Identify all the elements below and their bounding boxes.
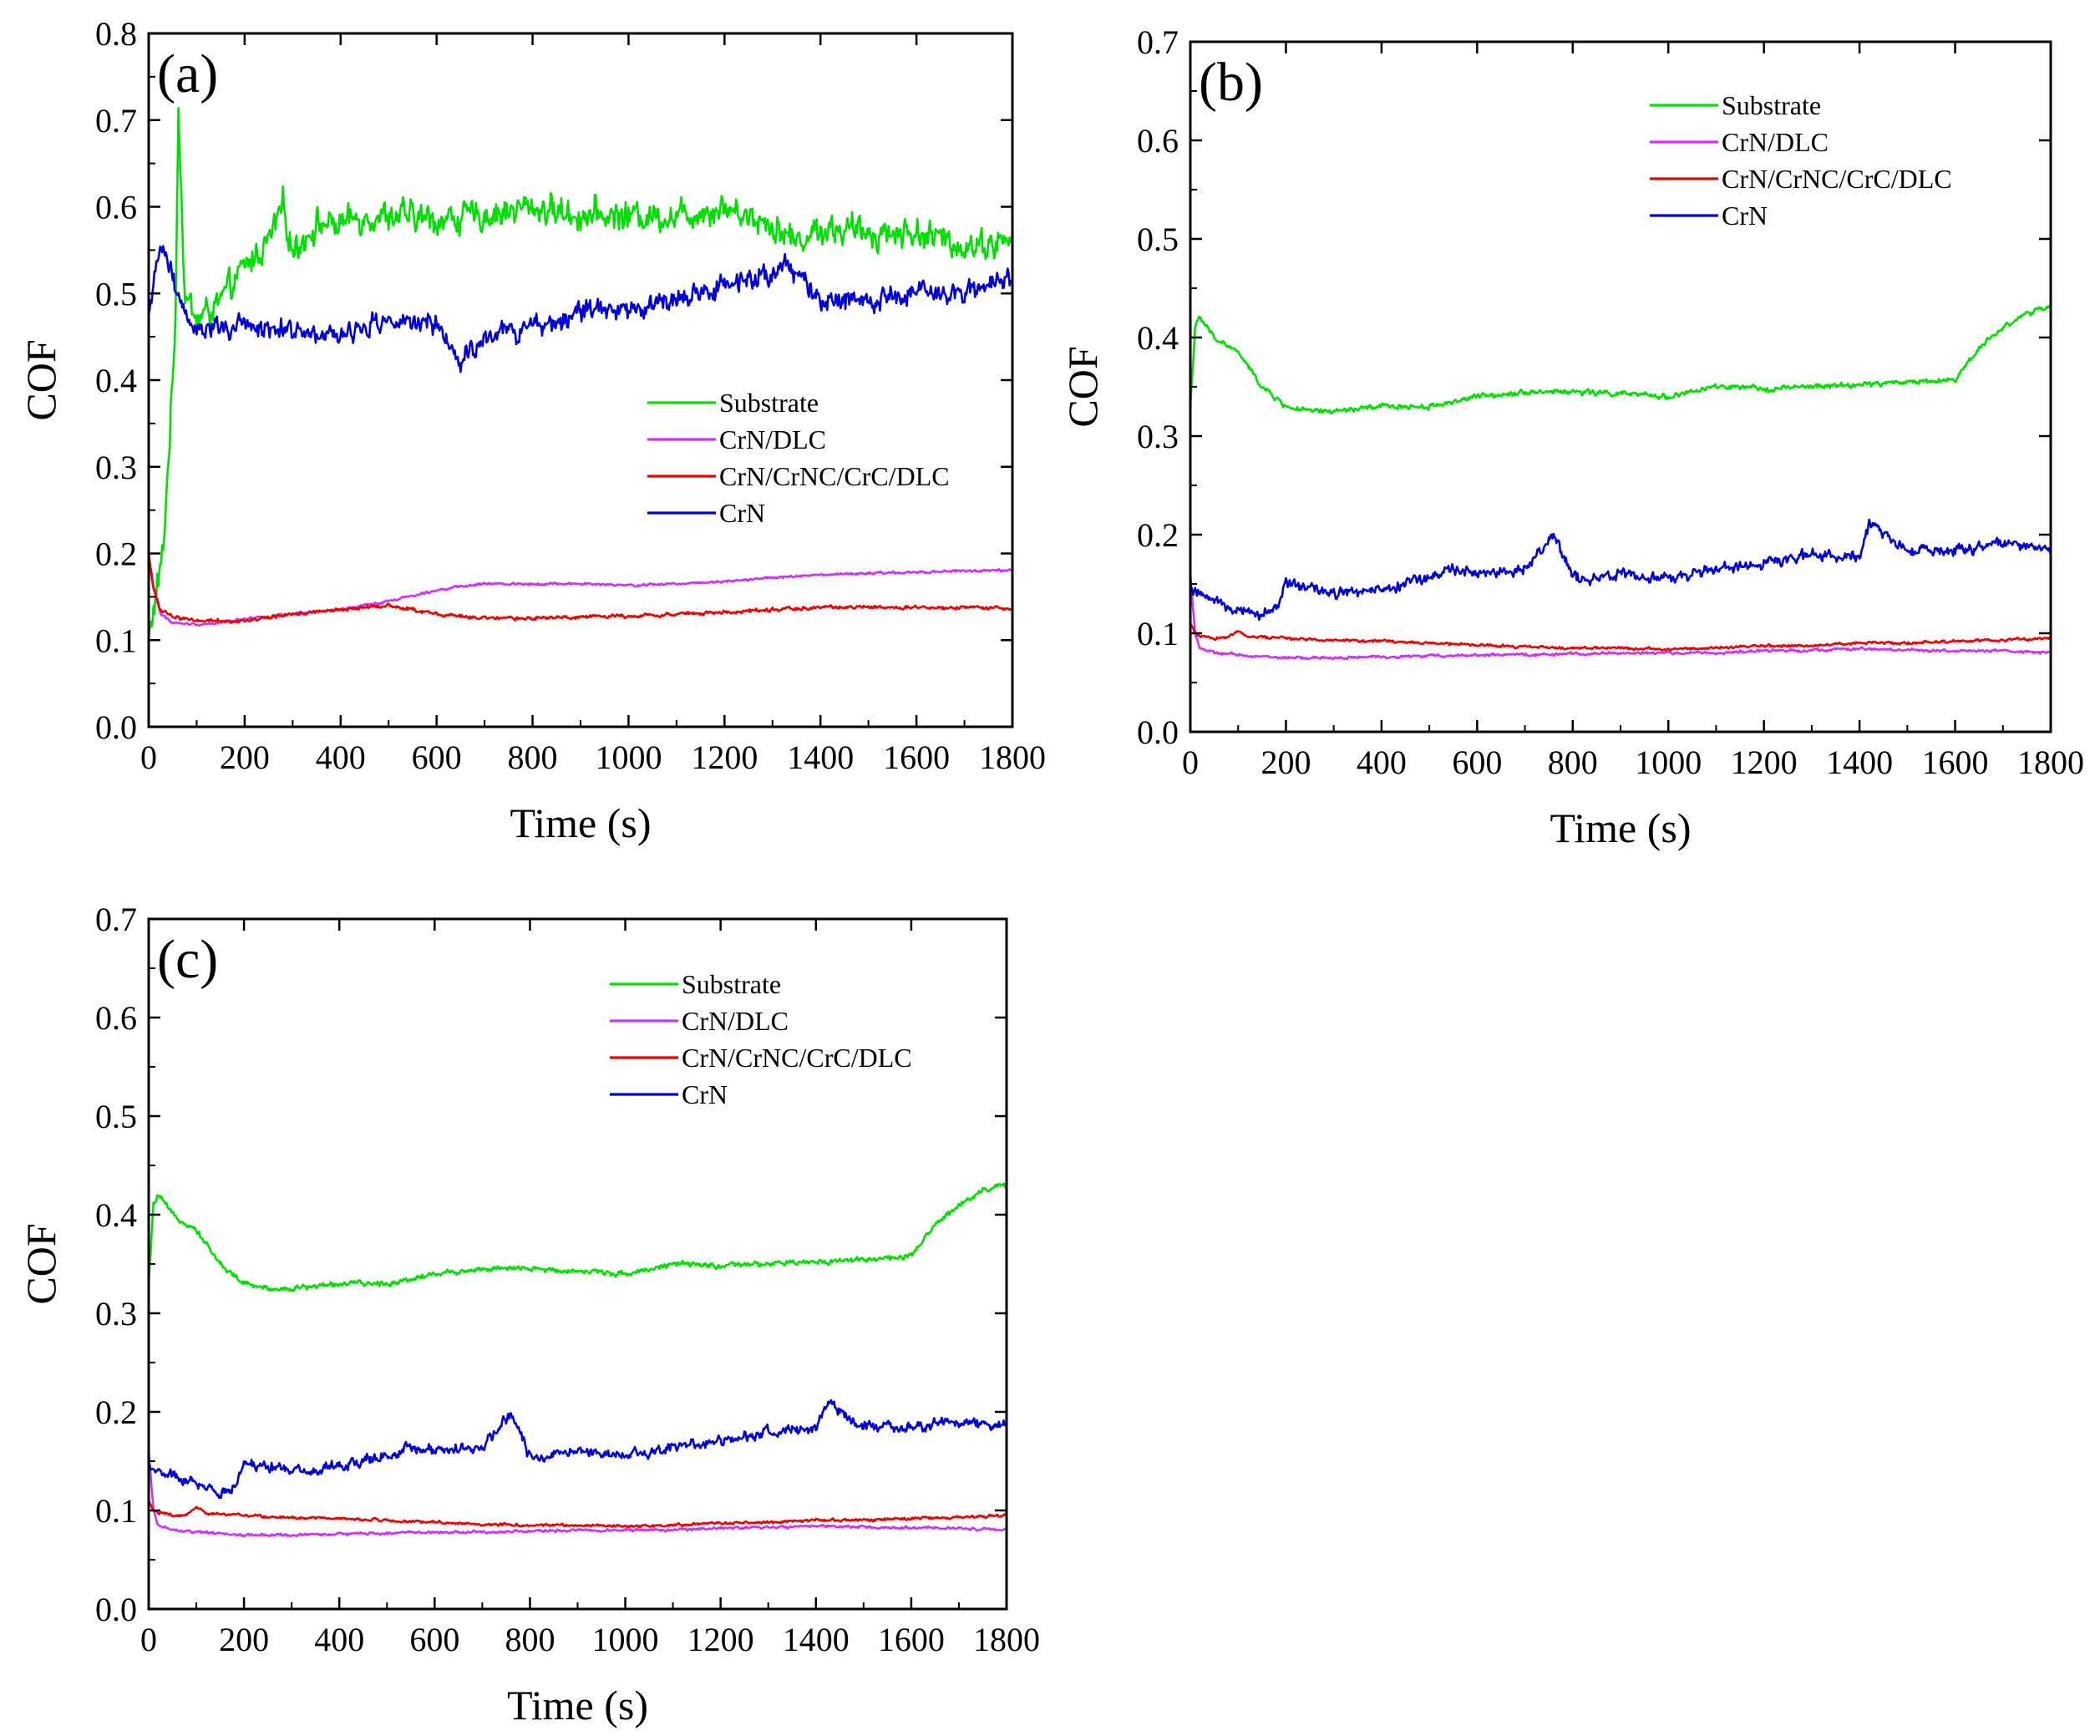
x-tick-label: 1600 <box>1922 744 1989 781</box>
y-tick-label: 0.1 <box>95 622 137 659</box>
legend-label: Substrate <box>682 969 781 999</box>
x-tick-label: 1200 <box>687 1621 754 1658</box>
series-line-substrate <box>149 107 1012 640</box>
x-tick-label: 200 <box>219 1621 269 1658</box>
x-tick-label: 400 <box>314 1621 364 1658</box>
x-tick-label: 1800 <box>979 739 1046 776</box>
series-line-crn <box>149 245 1012 373</box>
y-tick-label: 0.0 <box>1137 713 1179 751</box>
series-line-crn-crnc-crc-dlc <box>1190 622 2051 652</box>
y-tick-label: 0.4 <box>95 1196 137 1234</box>
legend: Substrate CrN/DLC CrN/CrNC/CrC/DLC CrN <box>647 388 950 528</box>
series-line-crn-crnc-crc-dlc <box>149 1500 1007 1529</box>
x-axis-title: Time (s) <box>510 799 651 846</box>
x-tick-label: 600 <box>409 1621 459 1658</box>
chart-panel-a: 0 200 400 600 800 1000 1200 1400 1600 1800 0.0 0.1 0… <box>18 15 1046 846</box>
y-tick-label: 0.1 <box>95 1492 137 1530</box>
x-tick-label: 1600 <box>883 739 950 776</box>
y-tick-label: 0.8 <box>95 15 137 53</box>
series-line-substrate <box>149 1182 1007 1292</box>
x-tick-label: 400 <box>1357 744 1407 781</box>
x-tick-label: 200 <box>220 739 270 776</box>
x-tick-label: 600 <box>1452 744 1502 781</box>
x-tick-label: 800 <box>508 739 558 776</box>
x-tick-label: 1200 <box>691 739 758 776</box>
y-tick-label: 0.2 <box>95 536 137 573</box>
y-tick-label: 0.0 <box>95 1591 137 1628</box>
y-tick-label: 0.7 <box>1137 23 1179 61</box>
y-axis-title: COF <box>1059 346 1106 427</box>
legend-label: Substrate <box>1722 90 1821 120</box>
series-line-crn-dlc <box>1190 573 2051 661</box>
y-axis-title: COF <box>18 1223 64 1304</box>
chart-panel-c: 0 200 400 600 800 1000 1200 1400 1600 1800 0.0 0.1 0… <box>18 901 1040 1728</box>
legend-label: CrN/DLC <box>682 1006 789 1036</box>
y-tick-label: 0.0 <box>95 708 137 746</box>
legend-label: CrN/DLC <box>1722 127 1829 157</box>
y-tick-label: 0.3 <box>95 1295 137 1332</box>
y-tick-label: 0.4 <box>1137 319 1179 357</box>
x-tick-label: 1000 <box>1635 744 1702 781</box>
series-line-crn <box>1190 518 2051 622</box>
x-tick-label: 200 <box>1261 744 1311 781</box>
legend-label: CrN <box>719 498 765 528</box>
x-tick-label: 1400 <box>1826 744 1893 781</box>
plot-frame <box>147 32 1014 728</box>
legend-label: CrN/CrNC/CrC/DLC <box>719 461 950 491</box>
plot-frame <box>1189 40 2052 733</box>
series-line-crn-dlc <box>149 1450 1007 1538</box>
legend-label: CrN/DLC <box>719 424 826 454</box>
y-tick-label: 0.3 <box>95 449 137 486</box>
x-tick-label: 0 <box>140 739 157 776</box>
legend-label: CrN/CrNC/CrC/DLC <box>1722 164 1952 194</box>
x-tick-label: 1000 <box>595 739 662 776</box>
panel-label: (a) <box>157 43 218 104</box>
x-tick-label: 600 <box>412 739 462 776</box>
legend: Substrate CrN/DLC CrN/CrNC/CrC/DLC CrN <box>610 969 912 1109</box>
chart-panel-b: 0 200 400 600 800 1000 1200 1400 1600 1800 0.0 0.1 0… <box>1059 23 2084 851</box>
y-tick-label: 0.1 <box>1137 615 1179 652</box>
series-line-crn <box>149 1398 1007 1500</box>
series-line-crn-crnc-crc-dlc <box>149 552 1012 625</box>
x-tick-label: 1600 <box>878 1621 945 1658</box>
y-tick-label: 0.7 <box>95 102 137 140</box>
legend: Substrate CrN/DLC CrN/CrNC/CrC/DLC CrN <box>1650 90 1952 231</box>
x-tick-label: 0 <box>140 1621 157 1658</box>
legend-label: CrN/CrNC/CrC/DLC <box>682 1043 912 1073</box>
x-tick-label: 1400 <box>783 1621 850 1658</box>
x-tick-label: 1000 <box>592 1621 659 1658</box>
y-tick-label: 0.6 <box>95 189 137 226</box>
x-tick-label: 1400 <box>787 739 854 776</box>
x-tick-label: 1200 <box>1731 744 1798 781</box>
panel-label: (c) <box>157 929 218 990</box>
y-axis-title: COF <box>18 339 64 420</box>
y-tick-label: 0.5 <box>95 275 137 312</box>
y-tick-label: 0.5 <box>95 1098 137 1135</box>
plot-frame <box>147 917 1008 1611</box>
x-tick-label: 0 <box>1182 744 1199 781</box>
x-axis-title: Time (s) <box>1550 805 1691 851</box>
panel-label: (b) <box>1199 52 1263 113</box>
series-line-substrate <box>1190 304 2051 415</box>
x-tick-label: 800 <box>1548 744 1598 781</box>
x-tick-label: 800 <box>505 1621 555 1658</box>
legend-label: CrN <box>682 1079 728 1109</box>
y-tick-label: 0.2 <box>1137 516 1179 554</box>
y-tick-label: 0.4 <box>95 362 137 399</box>
y-tick-label: 0.6 <box>1137 122 1179 160</box>
legend-label: Substrate <box>719 388 819 418</box>
y-tick-label: 0.3 <box>1137 418 1179 455</box>
y-tick-label: 0.7 <box>95 901 137 938</box>
x-tick-label: 1800 <box>2017 744 2084 781</box>
y-tick-label: 0.6 <box>95 999 137 1037</box>
x-tick-label: 1800 <box>973 1621 1040 1658</box>
y-tick-label: 0.2 <box>95 1393 137 1431</box>
x-axis-title: Time (s) <box>507 1682 648 1728</box>
y-tick-label: 0.5 <box>1137 221 1179 258</box>
legend-label: CrN <box>1722 201 1768 231</box>
x-tick-label: 400 <box>316 739 366 776</box>
